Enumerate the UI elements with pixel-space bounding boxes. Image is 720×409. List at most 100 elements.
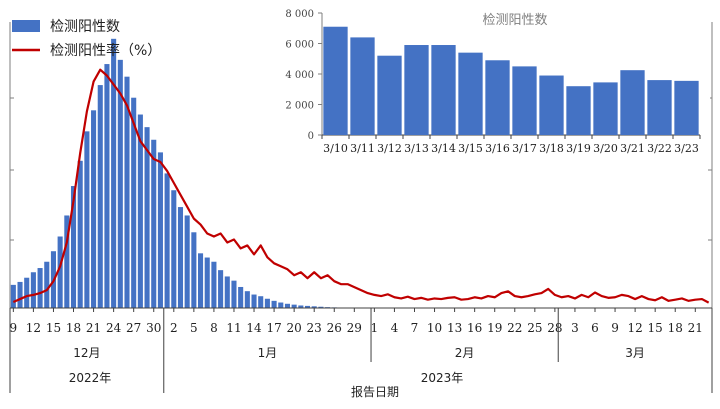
x-tick-label: 4 (391, 321, 399, 335)
positive-count-bar (258, 296, 263, 308)
x-tick-label: 15 (648, 321, 663, 335)
x-tick-label: 19 (487, 321, 502, 335)
inset-x-tick-label: 3/12 (377, 142, 402, 155)
positive-count-bar (31, 272, 36, 308)
positive-count-bar (84, 131, 89, 308)
inset-x-tick-label: 3/10 (323, 142, 348, 155)
month-label: 2月 (455, 346, 475, 360)
positive-count-bar (165, 173, 170, 308)
x-tick-label: 12 (627, 321, 642, 335)
positive-count-bar (98, 85, 103, 308)
positive-count-bar (158, 152, 163, 308)
positive-count-bar (104, 64, 109, 308)
x-tick-label: 13 (447, 321, 462, 335)
x-tick-label: 9 (10, 321, 18, 335)
inset-y-tick-label: 0 (308, 131, 314, 142)
positive-count-bar (178, 207, 183, 308)
inset-bar (593, 82, 617, 135)
x-tick-label: 28 (547, 321, 562, 335)
inset-x-tick-label: 3/13 (404, 142, 429, 155)
x-tick-label: 6 (591, 321, 599, 335)
inset-bar (620, 70, 644, 135)
positive-count-bar (265, 299, 270, 308)
positive-count-bar (78, 161, 83, 308)
inset-bar (431, 45, 455, 135)
month-label: 12月 (73, 346, 100, 360)
positive-count-bar (205, 258, 210, 308)
inset-title: 检测阳性数 (482, 13, 547, 28)
positive-count-bar (171, 190, 176, 308)
inset-bar (647, 80, 671, 135)
x-tick-label: 16 (467, 321, 482, 335)
x-tick-label: 12 (26, 321, 41, 335)
x-tick-label: 9 (611, 321, 619, 335)
positive-count-bar (238, 287, 243, 308)
month-label: 1月 (258, 346, 278, 360)
inset-x-tick-label: 3/14 (431, 142, 456, 155)
inset-bar (458, 53, 482, 135)
x-tick-label: 29 (347, 321, 362, 335)
inset-bar (377, 56, 401, 135)
x-tick-label: 22 (507, 321, 522, 335)
positive-count-bar (245, 291, 250, 308)
x-tick-label: 20 (287, 321, 302, 335)
x-tick-label: 15 (46, 321, 61, 335)
x-tick-label: 21 (688, 321, 703, 335)
inset-x-tick-label: 3/15 (458, 142, 483, 155)
inset-x-tick-label: 3/20 (593, 142, 618, 155)
x-tick-label: 10 (427, 321, 442, 335)
positive-count-bar (111, 39, 116, 308)
x-tick-label: 5 (190, 321, 198, 335)
x-tick-label: 7 (411, 321, 419, 335)
x-tick-label: 23 (307, 321, 322, 335)
inset-x-tick-label: 3/19 (566, 142, 591, 155)
month-label: 3月 (625, 346, 645, 360)
positive-count-bar (44, 262, 49, 308)
inset-bar (566, 86, 590, 135)
inset-bar (350, 37, 374, 135)
legend-swatch-bar (12, 20, 40, 32)
x-tick-label: 24 (106, 321, 122, 335)
x-tick-label: 21 (86, 321, 101, 335)
positive-count-bar (185, 215, 190, 308)
x-tick-label: 11 (226, 321, 241, 335)
positive-count-bar (278, 303, 283, 308)
x-tick-label: 26 (327, 321, 342, 335)
x-tick-label: 18 (66, 321, 81, 335)
x-tick-label: 14 (246, 321, 262, 335)
positive-count-bar (218, 270, 223, 308)
positive-count-bar (231, 281, 236, 308)
x-axis-title: 报告日期 (351, 384, 399, 399)
inset-x-tick-label: 3/21 (620, 142, 645, 155)
positive-count-bar (38, 268, 43, 308)
inset-y-tick-label: 8 000 (285, 9, 314, 20)
inset-bar (674, 81, 698, 135)
inset-bar (539, 76, 563, 135)
x-tick-label: 27 (126, 321, 141, 335)
x-tick-label: 17 (266, 321, 281, 335)
year-label: 2023年 (421, 371, 464, 385)
positive-count-bar (191, 232, 196, 308)
inset-x-tick-label: 3/17 (512, 142, 537, 155)
inset-x-tick-label: 3/16 (485, 142, 510, 155)
positive-count-bar (225, 276, 230, 308)
inset-bar (485, 60, 509, 135)
inset-y-tick-label: 4 000 (285, 70, 314, 81)
inset-y-tick-label: 2 000 (285, 101, 314, 112)
x-tick-label: 30 (146, 321, 161, 335)
positive-count-bar (11, 285, 16, 308)
positive-count-bar (91, 110, 96, 308)
positive-count-bar (24, 278, 29, 308)
inset-bar (404, 45, 428, 135)
positive-count-bar (272, 301, 277, 308)
legend-label: 检测阳性数 (50, 19, 120, 35)
positive-count-bar (17, 282, 22, 308)
inset-x-tick-label: 3/18 (539, 142, 564, 155)
inset-x-tick-label: 3/22 (647, 142, 672, 155)
inset-bar (323, 27, 347, 135)
inset-bar (512, 66, 536, 135)
inset-y-tick-label: 6 000 (285, 40, 314, 51)
x-tick-label: 1 (371, 321, 379, 335)
inset-x-tick-label: 3/23 (674, 142, 699, 155)
